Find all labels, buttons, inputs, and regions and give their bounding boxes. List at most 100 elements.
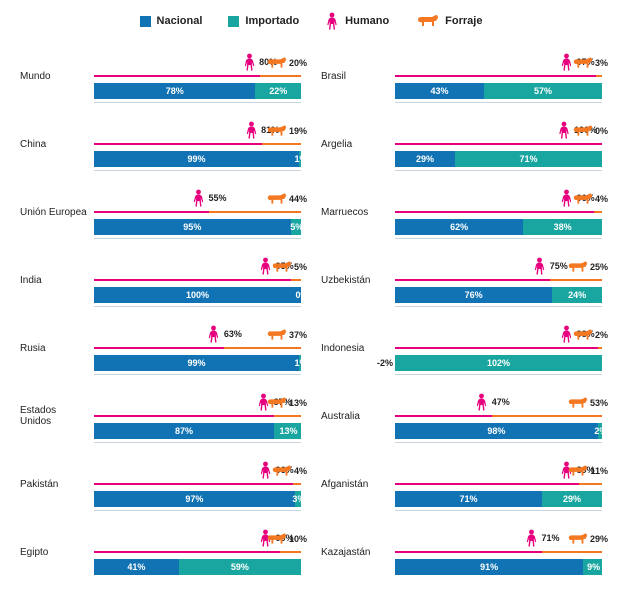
icon-split-line [94, 347, 301, 349]
importado-pct: 1% [292, 154, 307, 164]
nacional-pct: -2% [377, 358, 395, 368]
swatch-importado [228, 16, 239, 27]
nacional-pct: 99% [187, 154, 205, 164]
seg-importado: 59% [179, 559, 301, 575]
importado-pct: 0% [293, 290, 308, 300]
country-label: Argelia [321, 139, 395, 150]
forraje-pct: 4% [595, 194, 608, 204]
humano-pct: 71% [541, 533, 559, 543]
forraje-pct: 44% [289, 194, 307, 204]
country-entry: India 95% 5% 100% 0% [20, 248, 301, 312]
cow-marker: 11% [566, 464, 608, 478]
human-marker: 47% [475, 393, 510, 411]
stacked-bar: 100% 0% [94, 287, 301, 303]
icon-split-line [395, 143, 602, 145]
icon-row: 47% 53% [395, 393, 602, 419]
seg-nacional: 41% [94, 559, 179, 575]
country-label: Australia [321, 411, 395, 422]
humano-pct: 55% [208, 193, 226, 203]
stacked-bar: 76% 24% [395, 287, 602, 303]
icon-split-line [395, 483, 602, 485]
row-divider [395, 102, 602, 103]
importado-pct: 29% [563, 494, 581, 504]
country-entry: Uzbekistán 75% 25% 76% 24% [321, 248, 602, 312]
legend-label: Forraje [445, 15, 482, 27]
country-entry: Egipto 90% 10% 41% 59% [20, 520, 301, 584]
icon-split-line [94, 551, 301, 553]
icon-row: 63% 37% [94, 325, 301, 351]
icon-split-line [94, 75, 301, 77]
seg-importado: 1% [299, 355, 301, 371]
nacional-pct: 87% [175, 426, 193, 436]
country-label: Uzbekistán [321, 275, 395, 286]
row-divider [395, 510, 602, 511]
seg-importado: 2% [598, 423, 602, 439]
bars-cell: 71% 29% 91% 9% [395, 529, 602, 575]
icon-split-line [395, 211, 602, 213]
seg-importado: 13% [274, 423, 301, 439]
stacked-bar: 78% 22% [94, 83, 301, 99]
cow-marker: 10% [265, 532, 307, 546]
nacional-pct: 97% [185, 494, 203, 504]
icon-split-line [395, 75, 602, 77]
bars-cell: 97% 3% 43% 57% [395, 53, 602, 99]
cow-marker: 20% [265, 56, 307, 70]
icon-row: 81% 19% [94, 121, 301, 147]
bars-cell: 63% 37% 99% 1% [94, 325, 301, 371]
forraje-pct: 4% [294, 466, 307, 476]
country-label: Afganistán [321, 479, 395, 490]
country-label: Kazajastán [321, 547, 395, 558]
bars-cell: 96% 4% 97% 3% [94, 461, 301, 507]
icon-row: 89% 11% [395, 461, 602, 487]
legend-label: Importado [245, 15, 299, 27]
human-marker: 63% [207, 325, 242, 343]
importado-pct: 24% [568, 290, 586, 300]
stacked-bar: 62% 38% [395, 219, 602, 235]
seg-importado: 1% [299, 151, 301, 167]
cow-marker: 53% [566, 396, 608, 410]
row-divider [94, 102, 301, 103]
nacional-pct: 95% [183, 222, 201, 232]
legend-label: Nacional [157, 15, 203, 27]
bars-cell: 90% 10% 41% 59% [94, 529, 301, 575]
nacional-pct: 29% [416, 154, 434, 164]
icon-split-line [395, 415, 602, 417]
cow-marker: 44% [265, 192, 307, 206]
forraje-pct: 29% [590, 534, 608, 544]
seg-nacional: 76% [395, 287, 552, 303]
country-label: Mundo [20, 71, 94, 82]
nacional-pct: 41% [127, 562, 145, 572]
forraje-pct: 5% [294, 262, 307, 272]
human-marker: 71% [524, 529, 559, 547]
icon-row: 75% 25% [395, 257, 602, 283]
bars-cell: 87% 13% 87% 13% [94, 393, 301, 439]
seg-nacional: 95% [94, 219, 291, 235]
importado-pct: 9% [585, 562, 600, 572]
forraje-pct: 13% [289, 398, 307, 408]
seg-importado: 29% [542, 491, 602, 507]
icon-row: 71% 29% [395, 529, 602, 555]
importado-pct: 22% [269, 86, 287, 96]
legend-nacional: Nacional [140, 15, 203, 27]
row-divider [94, 374, 301, 375]
icon-row: 96% 4% [395, 189, 602, 215]
icon-split-line [395, 551, 602, 553]
seg-nacional: 99% [94, 355, 299, 371]
seg-nacional: 71% [395, 491, 542, 507]
forraje-pct: 0% [595, 126, 608, 136]
stacked-bar: -2% 102% [395, 355, 602, 371]
nacional-pct: 62% [450, 222, 468, 232]
legend-forraje: Forraje [415, 14, 482, 28]
country-entry: China 81% 19% 99% 1% [20, 112, 301, 176]
seg-importado: 22% [255, 83, 301, 99]
cow-marker: 19% [265, 124, 307, 138]
legend-label: Humano [345, 15, 389, 27]
cow-marker: 13% [265, 396, 307, 410]
forraje-pct: 53% [590, 398, 608, 408]
human-marker: 75% [533, 257, 568, 275]
seg-importado: 3% [295, 491, 301, 507]
importado-pct: 59% [231, 562, 249, 572]
importado-pct: 1% [292, 358, 307, 368]
importado-pct: 13% [278, 426, 298, 436]
country-entry: Australia 47% 53% 98% 2% [321, 384, 602, 448]
